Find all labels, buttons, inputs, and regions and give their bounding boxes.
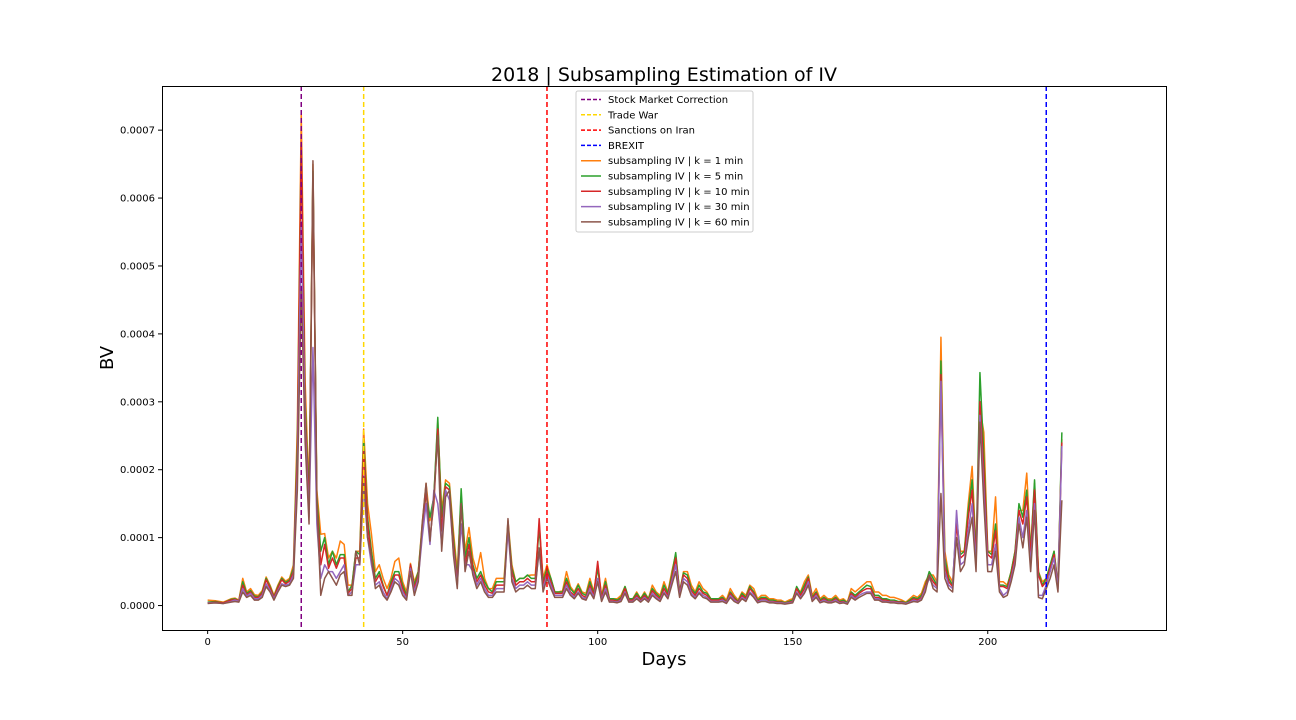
legend-label-7: subsampling IV | k = 30 min bbox=[608, 202, 750, 213]
y-axis-label: BV bbox=[97, 345, 118, 370]
y-tick-label: 0.0006 bbox=[120, 194, 155, 205]
y-tick-label: 0.0000 bbox=[120, 601, 155, 612]
x-axis: 0 50 100 150 200 bbox=[204, 630, 997, 648]
legend-label-8: subsampling IV | k = 60 min bbox=[608, 217, 750, 228]
x-axis-label: Days bbox=[642, 649, 687, 670]
legend-label-6: subsampling IV | k = 10 min bbox=[608, 187, 750, 198]
y-tick-label: 0.0007 bbox=[120, 126, 155, 137]
legend-label-0: Stock Market Correction bbox=[608, 95, 728, 106]
y-tick-label: 0.0004 bbox=[120, 329, 155, 340]
y-tick-label: 0.0001 bbox=[120, 533, 155, 544]
chart-title: 2018 | Subsampling Estimation of IV bbox=[491, 64, 837, 86]
legend-label-4: subsampling IV | k = 1 min bbox=[608, 156, 743, 167]
x-tick-label: 100 bbox=[588, 637, 607, 648]
x-tick-label: 50 bbox=[396, 637, 409, 648]
legend-label-2: Sanctions on Iran bbox=[608, 126, 695, 137]
x-tick-label: 150 bbox=[783, 637, 802, 648]
legend-label-1: Trade War bbox=[607, 110, 659, 121]
plot-frame bbox=[162, 86, 1167, 631]
y-tick-label: 0.0003 bbox=[120, 397, 155, 408]
y-tick-label: 0.0002 bbox=[120, 465, 155, 476]
series-line-4 bbox=[207, 159, 1063, 605]
x-tick-label: 0 bbox=[204, 637, 210, 648]
series-layer bbox=[207, 112, 1063, 605]
legend-box bbox=[575, 90, 754, 233]
legend-items: Stock Market Correction Trade War Sanction… bbox=[581, 95, 750, 228]
x-tick-label: 200 bbox=[978, 637, 997, 648]
legend-label-3: BREXIT bbox=[608, 141, 645, 152]
legend: Stock Market Correction Trade War Sanction… bbox=[575, 90, 754, 233]
legend-label-5: subsampling IV | k = 5 min bbox=[608, 172, 743, 183]
y-axis: 0.0000 0.0001 0.0002 0.0003 0.0004 0.0005 0.00… bbox=[120, 126, 162, 612]
event-lines-layer bbox=[300, 86, 1047, 630]
y-tick-label: 0.0005 bbox=[120, 261, 155, 272]
